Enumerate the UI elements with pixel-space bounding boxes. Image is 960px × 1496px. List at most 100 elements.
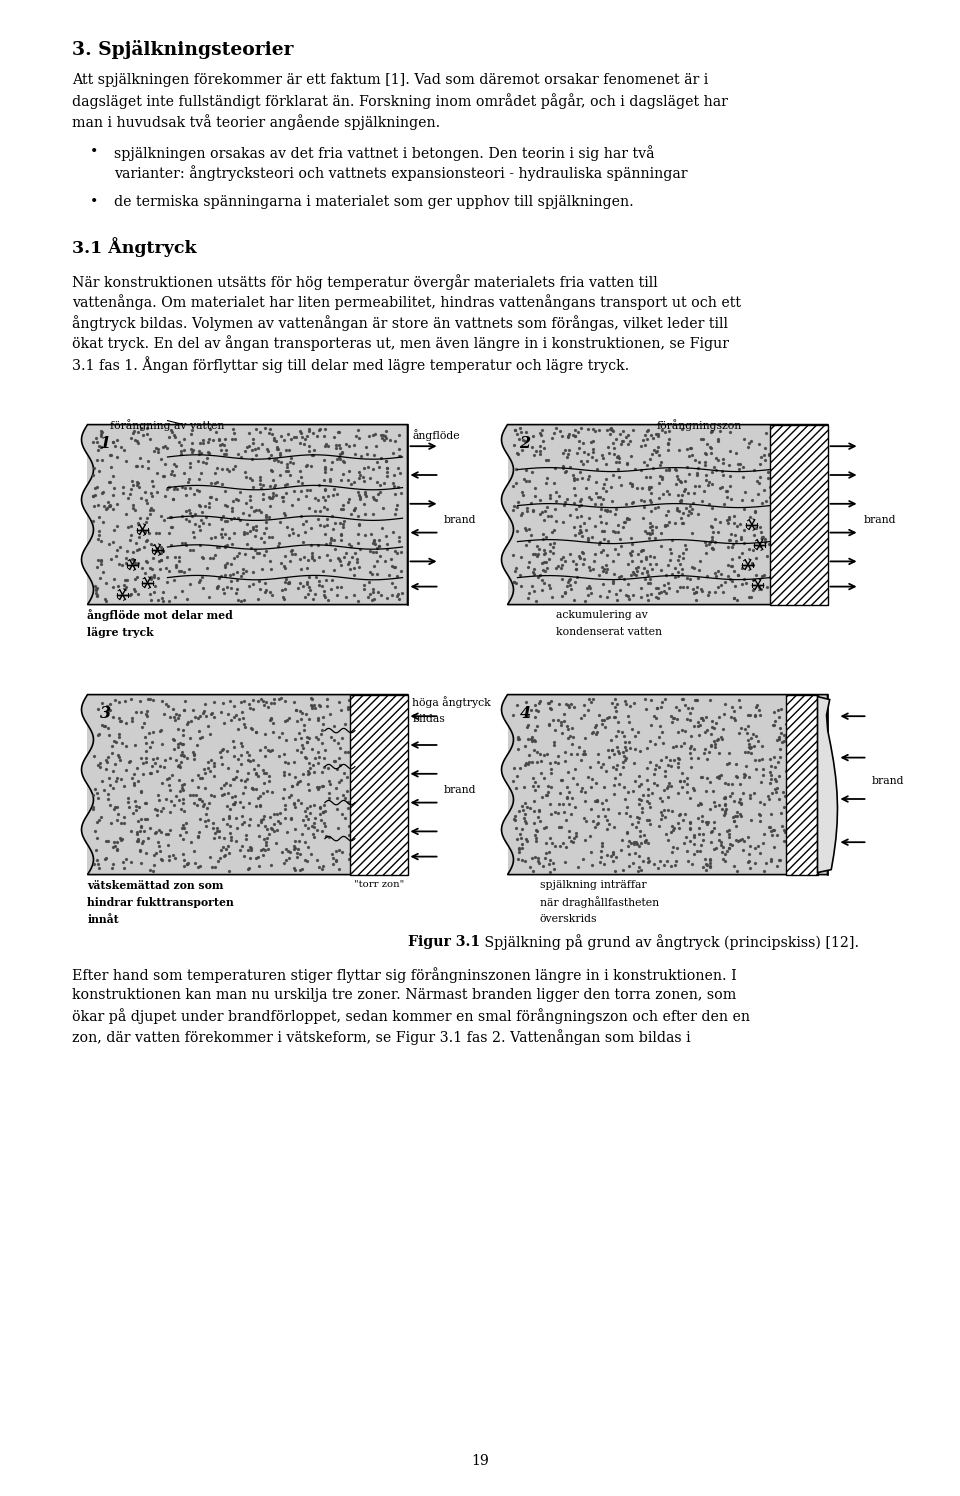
Point [342,688,357,712]
Point [328,848,344,872]
Point [722,464,737,488]
Point [258,506,274,530]
Text: Figur 3.1: Figur 3.1 [408,935,480,948]
Point [98,757,113,781]
Text: ökar på djupet under brandförloppet, sedan kommer en smal förångningszon och eft: ökar på djupet under brandförloppet, sed… [72,1008,750,1025]
Point [93,552,108,576]
Point [620,571,636,595]
Point [620,585,636,609]
Point [247,500,262,524]
Point [196,699,211,723]
Point [84,509,100,533]
Point [545,851,561,875]
Point [251,435,266,459]
Point [118,546,133,570]
Point [91,434,107,458]
Point [791,577,806,601]
Point [193,703,208,727]
Point [526,579,541,603]
Text: konstruktionen kan man nu urskilja tre zoner. Närmast branden ligger den torra z: konstruktionen kan man nu urskilja tre z… [72,987,736,1002]
Point [242,814,257,838]
Point [259,830,275,854]
Point [650,425,665,449]
Point [390,564,405,588]
Point [742,736,757,760]
Point [782,770,798,794]
Point [645,456,660,480]
Point [173,432,188,456]
Point [190,824,205,848]
Point [590,803,606,827]
Point [703,797,718,821]
Point [205,428,221,452]
Point [785,836,801,860]
Point [634,830,649,854]
Point [684,735,699,758]
Point [242,742,257,766]
Point [264,691,279,715]
Point [176,744,191,767]
Point [592,850,608,874]
Point [213,522,228,546]
Point [238,823,253,847]
Point [709,766,725,790]
Point [530,805,545,829]
Point [567,425,583,449]
Point [276,776,292,800]
Point [573,748,588,772]
Point [370,562,385,586]
Point [226,729,241,752]
Point [389,847,404,871]
Point [735,838,751,862]
Point [305,420,321,444]
Point [272,510,287,534]
Point [389,497,404,521]
Point [780,790,795,814]
Point [286,791,301,815]
Point [538,542,553,565]
Point [814,848,829,872]
Point [355,782,371,806]
Point [216,711,231,735]
Point [211,565,227,589]
Point [690,709,706,733]
Point [220,835,235,859]
Point [256,827,272,851]
Point [684,747,699,770]
Point [340,694,355,718]
Point [252,471,268,495]
Point [301,574,317,598]
Point [775,586,790,610]
Point [683,817,698,841]
Point [352,738,368,761]
Point [595,797,611,821]
Point [277,557,293,580]
Point [299,803,314,827]
Point [253,808,269,832]
Point [310,741,325,764]
Point [671,438,686,462]
Point [334,726,349,749]
Point [681,696,696,720]
Point [751,471,766,495]
Point [370,549,385,573]
Point [668,456,684,480]
Point [143,531,158,555]
Point [798,717,813,741]
Point [660,571,676,595]
Point [638,545,654,568]
Point [659,580,674,604]
Point [708,836,724,860]
Point [583,754,598,778]
Point [794,803,809,827]
Point [602,417,617,441]
Point [556,494,571,518]
Point [213,741,228,764]
Point [287,727,302,751]
Point [636,829,652,853]
Point [612,450,627,474]
Point [599,419,614,443]
Point [660,431,676,455]
Point [593,497,609,521]
Point [634,576,649,600]
